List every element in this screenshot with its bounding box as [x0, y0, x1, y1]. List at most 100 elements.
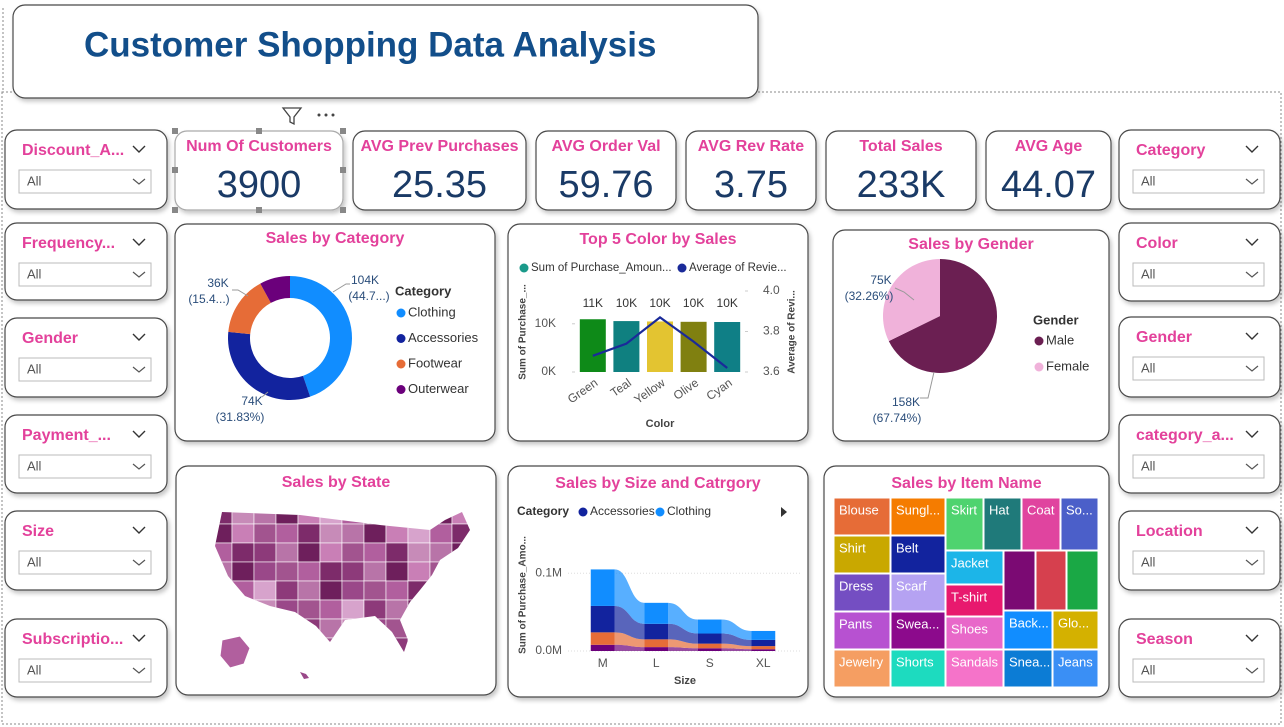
ribbon [614, 632, 645, 648]
slicer-dropdown[interactable] [1132, 658, 1265, 683]
slicer-dropdown[interactable] [18, 550, 152, 575]
state-region [297, 580, 321, 601]
slicer-dropdown[interactable] [1132, 262, 1265, 287]
slicer-chevron [1245, 145, 1259, 153]
slicer-chevron [1245, 238, 1259, 246]
tile-label: Blouse [839, 502, 879, 517]
ribbon [721, 619, 752, 640]
data-label: 10K [717, 296, 738, 310]
treemap-tile [1021, 497, 1061, 551]
slice [227, 331, 311, 400]
dropdown-chevron [1245, 178, 1259, 185]
slicer-dropdown[interactable] [1132, 550, 1265, 575]
resize-handle [172, 207, 178, 213]
dashboard-title: Customer Shopping Data Analysis [84, 25, 656, 64]
slicer-chevron [1245, 526, 1259, 534]
ribbon [668, 639, 698, 649]
state-region [407, 542, 431, 563]
leader-line [332, 283, 350, 293]
kpi-card [685, 130, 817, 211]
state-region [219, 635, 251, 669]
leader-line [232, 289, 249, 297]
y-tick-label: 0K [541, 364, 556, 378]
tile-label: Hat [989, 502, 1010, 517]
legend-marker [396, 385, 406, 394]
treemap-tile [1003, 550, 1036, 611]
slice [260, 276, 290, 303]
treemap-tile [1003, 649, 1053, 688]
line-series [592, 315, 728, 369]
slicer-value: All [27, 361, 42, 376]
state-region [319, 523, 343, 544]
x-tick-label: M [598, 656, 608, 670]
ribbon-segment [697, 619, 722, 634]
tile-label: Snea... [1009, 654, 1050, 669]
y-tick-label: 0.1M [535, 565, 562, 579]
slicer-dropdown[interactable] [1132, 454, 1265, 479]
legend-scroll-arrow[interactable] [781, 507, 787, 517]
ribbon [721, 643, 752, 650]
treemap-tile [890, 497, 946, 536]
slicer-dropdown[interactable] [18, 169, 152, 194]
slicer-value: All [27, 458, 42, 473]
resize-handle [256, 128, 262, 134]
state-region [319, 542, 343, 563]
slicer-label: Gender [1136, 329, 1192, 346]
treemap-tile [833, 535, 891, 574]
slicer-value: All [27, 662, 42, 677]
treemap-tile [833, 649, 891, 688]
slicer-value: All [1141, 266, 1156, 281]
treemap-tile [1052, 649, 1099, 688]
treemap-tile [945, 497, 984, 551]
slicer-dropdown[interactable] [1132, 356, 1265, 381]
kpi-label: AVG Rev Rate [698, 138, 805, 155]
slicer-dropdown[interactable] [1132, 169, 1265, 194]
slicer-dropdown[interactable] [18, 658, 152, 683]
slicer-dropdown[interactable] [18, 262, 152, 287]
legend-label: Average of Revie... [689, 262, 787, 274]
data-label: 104K [351, 273, 379, 287]
state-region [275, 523, 299, 544]
treemap-tile [1003, 610, 1053, 650]
data-label-percent: (32.26%) [845, 289, 894, 303]
kpi-value: 44.07 [1001, 164, 1096, 206]
more-options-dot [317, 113, 321, 117]
state-region [297, 542, 321, 563]
ribbon-segment [697, 643, 722, 649]
slicer-dropdown[interactable] [18, 454, 152, 479]
y2-tick-label: 4.0 [763, 283, 780, 297]
x-tick-label: L [653, 656, 660, 670]
slicer-chevron [132, 333, 146, 341]
legend-title: Gender [1033, 312, 1079, 327]
slicer-dropdown[interactable] [18, 357, 152, 382]
ribbon-segment [590, 632, 615, 645]
tile-label: Scarf [896, 578, 927, 593]
state-region [253, 542, 277, 563]
legend-marker [1034, 362, 1044, 372]
ribbon-segment [590, 569, 615, 606]
tile-label: Shorts [896, 654, 934, 669]
kpi-card [535, 130, 677, 211]
bar [579, 319, 606, 372]
state-region [275, 542, 299, 563]
state-region [297, 599, 321, 620]
data-label-percent: (44.7...) [348, 289, 389, 303]
ribbon-segment [644, 647, 669, 651]
slicer-value: All [1141, 360, 1156, 375]
title-card [12, 4, 759, 99]
slice [290, 276, 352, 397]
legend-marker [396, 359, 406, 369]
treemap-tile [1066, 550, 1099, 611]
treemap-tile [945, 584, 1004, 617]
legend-marker [655, 507, 665, 517]
state-region [253, 523, 277, 544]
treemap-tile [983, 497, 1022, 551]
y-tick-label: 10K [535, 316, 556, 330]
kpi-value: 25.35 [392, 164, 487, 206]
y-axis-title: Sum of Purchase_Amo... [518, 536, 529, 654]
state-region [253, 580, 277, 601]
slicer-label: Payment_... [22, 427, 111, 444]
resize-handle [340, 207, 346, 213]
legend-marker [519, 263, 529, 273]
